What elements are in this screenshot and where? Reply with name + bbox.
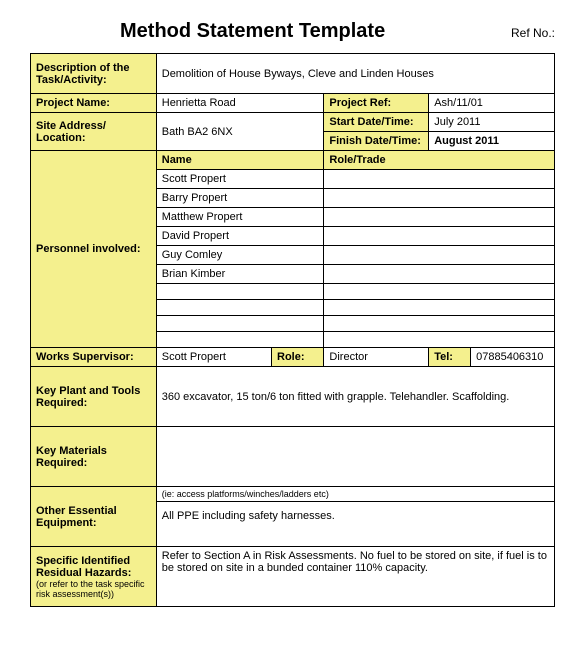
person-name xyxy=(156,284,324,300)
person-name xyxy=(156,332,324,348)
hazards-value: Refer to Section A in Risk Assessments. … xyxy=(156,547,554,607)
plant-label: Key Plant and Tools Required: xyxy=(31,367,157,427)
person-role xyxy=(324,227,555,246)
person-role xyxy=(324,332,555,348)
description-label: Description of the Task/Activity: xyxy=(31,54,157,94)
start-date-value: July 2011 xyxy=(429,113,555,132)
person-role xyxy=(324,208,555,227)
personnel-name-header: Name xyxy=(156,151,324,170)
person-role xyxy=(324,170,555,189)
project-name-label: Project Name: xyxy=(31,94,157,113)
page-title: Method Statement Template xyxy=(120,20,385,43)
person-name xyxy=(156,316,324,332)
method-statement-table: Description of the Task/Activity: Demoli… xyxy=(30,53,555,607)
person-name: Barry Propert xyxy=(156,189,324,208)
finish-date-label: Finish Date/Time: xyxy=(324,132,429,151)
project-ref-label: Project Ref: xyxy=(324,94,429,113)
person-role xyxy=(324,265,555,284)
person-role xyxy=(324,300,555,316)
description-value: Demolition of House Byways, Cleve and Li… xyxy=(156,54,554,94)
equipment-value: All PPE including safety harnesses. xyxy=(157,502,554,542)
person-name: Scott Propert xyxy=(156,170,324,189)
person-role xyxy=(324,189,555,208)
hazards-label-cell: Specific Identified Residual Hazards: (o… xyxy=(31,547,157,607)
site-address-value: Bath BA2 6NX xyxy=(156,113,324,151)
personnel-role-header: Role/Trade xyxy=(324,151,555,170)
materials-value xyxy=(156,427,554,487)
person-name: Brian Kimber xyxy=(156,265,324,284)
supervisor-tel-label: Tel: xyxy=(429,348,471,367)
equipment-note: (ie: access platforms/winches/ladders et… xyxy=(157,487,554,502)
equipment-label: Other Essential Equipment: xyxy=(31,487,157,547)
hazards-label: Specific Identified Residual Hazards: xyxy=(36,555,151,579)
person-name xyxy=(156,300,324,316)
plant-value: 360 excavator, 15 ton/6 ton fitted with … xyxy=(156,367,554,427)
ref-no: Ref No.: xyxy=(511,26,555,40)
supervisor-role-value: Director xyxy=(324,348,429,367)
site-address-label: Site Address/ Location: xyxy=(31,113,157,151)
person-name: Guy Comley xyxy=(156,246,324,265)
supervisor-role-label: Role: xyxy=(272,348,324,367)
person-name: David Propert xyxy=(156,227,324,246)
materials-label: Key Materials Required: xyxy=(31,427,157,487)
supervisor-label: Works Supervisor: xyxy=(31,348,157,367)
supervisor-value: Scott Propert xyxy=(156,348,271,367)
person-role xyxy=(324,284,555,300)
personnel-label: Personnel involved: xyxy=(31,151,157,348)
hazards-note: (or refer to the task specific risk asse… xyxy=(36,579,151,599)
supervisor-tel-value: 07885406310 xyxy=(471,348,555,367)
person-role xyxy=(324,246,555,265)
project-name-value: Henrietta Road xyxy=(156,94,324,113)
project-ref-value: Ash/11/01 xyxy=(429,94,555,113)
person-role xyxy=(324,316,555,332)
person-name: Matthew Propert xyxy=(156,208,324,227)
ref-label: Ref No.: xyxy=(511,26,555,40)
finish-date-value: August 2011 xyxy=(429,132,555,151)
start-date-label: Start Date/Time: xyxy=(324,113,429,132)
